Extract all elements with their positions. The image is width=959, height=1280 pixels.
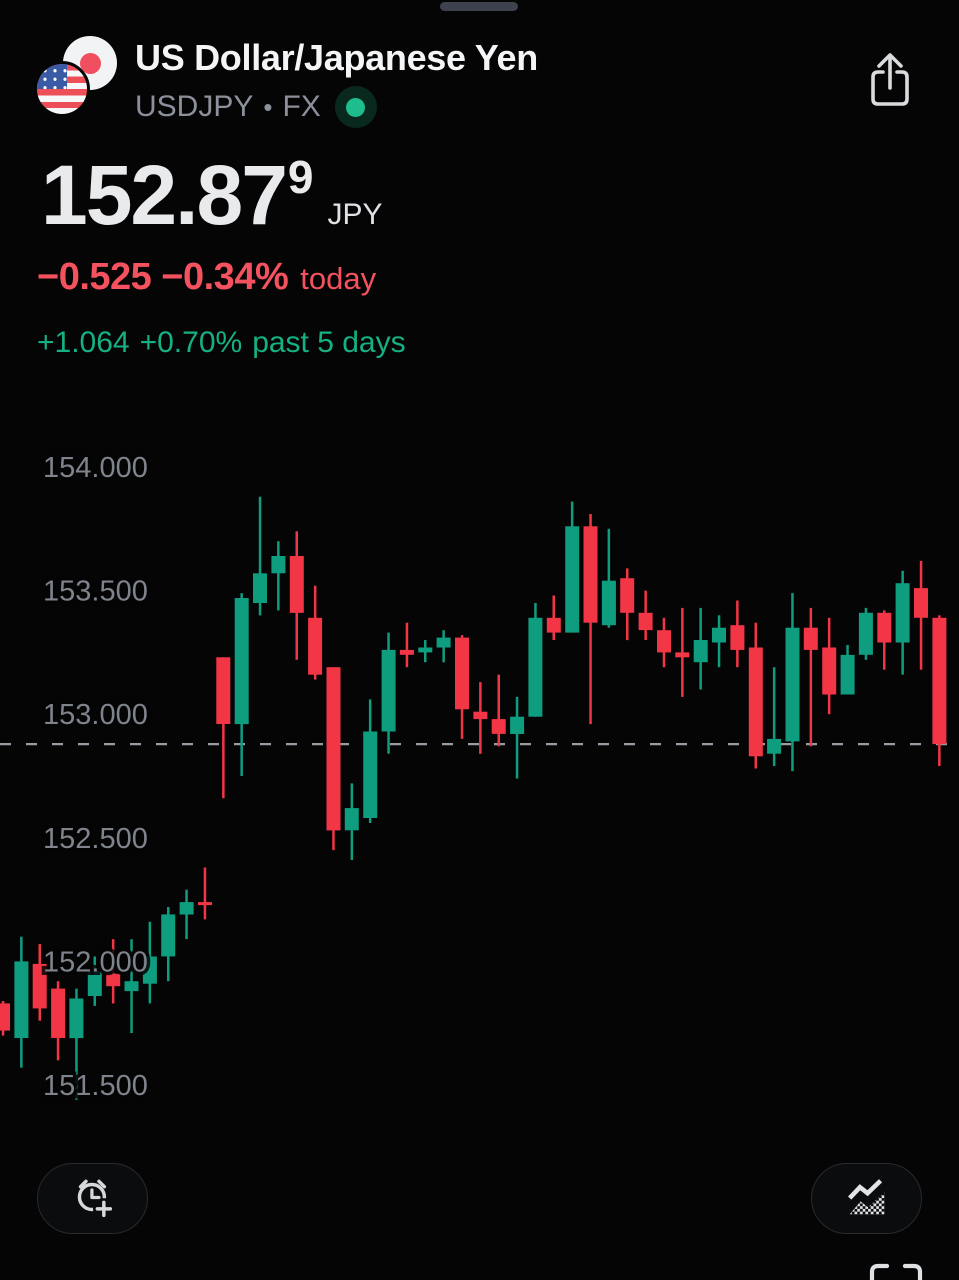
candle (271, 541, 286, 611)
candle (142, 921, 157, 1004)
candle (69, 988, 84, 1100)
change-5d-label: past 5 days (252, 326, 406, 359)
separator-dot: • (263, 91, 273, 122)
candle (895, 570, 910, 675)
candle (638, 590, 653, 640)
candle (858, 607, 873, 660)
add-alert-button[interactable] (37, 1163, 148, 1234)
candle (455, 635, 469, 739)
candle (565, 501, 580, 633)
candle (914, 560, 928, 670)
candle (363, 699, 378, 823)
candle (491, 674, 506, 747)
candle (51, 981, 66, 1061)
symbol-logo (34, 36, 117, 117)
candle (528, 603, 543, 717)
sheet-drag-handle[interactable] (440, 2, 518, 11)
candle (124, 939, 139, 1034)
candle (344, 783, 359, 860)
chart-style-button[interactable] (811, 1163, 922, 1234)
price-fractional-pip: 9 (287, 151, 314, 203)
header-title-block: US Dollar/Japanese Yen USDJPY • FX (135, 38, 538, 128)
candle (620, 568, 635, 641)
candle (308, 585, 323, 680)
candlestick-chart[interactable]: 154.000 153.500 153.000 152.500 152.000 151.5… (0, 420, 959, 1120)
candle (14, 936, 29, 1068)
y-axis-label: 154.000 (43, 452, 148, 484)
candle (767, 667, 782, 767)
candle (253, 496, 267, 616)
symbol-subtitle: USDJPY • FX (135, 86, 538, 128)
current-price: 152.87 9 JPY (41, 148, 383, 242)
candle (601, 528, 616, 628)
us-flag-icon (34, 61, 90, 117)
y-axis-label: 151.500 (43, 1070, 148, 1102)
candle (932, 615, 947, 767)
candle (712, 615, 726, 668)
candle (216, 657, 231, 799)
candle (510, 696, 525, 779)
change-today-label: today (300, 261, 377, 296)
candle (583, 514, 598, 725)
candle (32, 944, 47, 1021)
candle (179, 889, 194, 940)
change-5d-value: +1.064 (37, 326, 130, 359)
candle (822, 617, 837, 715)
candle (748, 622, 763, 769)
candle (473, 682, 488, 754)
share-button[interactable] (862, 44, 918, 110)
chart-style-icon (841, 1171, 893, 1226)
candle (730, 600, 745, 668)
candle (418, 640, 433, 663)
change-today-value: −0.525 (37, 256, 152, 298)
candle (289, 531, 304, 660)
candle (693, 607, 708, 690)
change-5-days: +1.064 +0.70% past 5 days (37, 326, 406, 360)
change-today: −0.525 −0.34% today (37, 256, 376, 299)
y-axis-label: 153.500 (43, 576, 148, 608)
change-today-percent: −0.34% (161, 256, 289, 298)
symbol-ticker: USDJPY (135, 90, 254, 123)
fullscreen-icon[interactable] (864, 1258, 928, 1280)
price-value: 152.87 (41, 148, 288, 242)
candle (106, 939, 121, 1004)
share-icon (862, 53, 918, 113)
y-axis-label: 153.000 (43, 699, 148, 731)
candle (326, 667, 341, 851)
exchange-label: FX (282, 90, 321, 123)
candle (840, 645, 855, 695)
candle (161, 907, 176, 982)
candle (785, 593, 800, 772)
candle (0, 1001, 10, 1036)
candle (436, 630, 451, 663)
candle (657, 617, 671, 668)
price-currency: JPY (327, 198, 383, 231)
alarm-plus-icon (67, 1171, 119, 1226)
candle (803, 607, 818, 747)
candle (234, 593, 249, 776)
market-open-dot (334, 86, 377, 128)
change-5d-percent: +0.70% (139, 326, 243, 359)
candle (381, 632, 396, 754)
y-axis-label: 152.500 (43, 823, 148, 855)
candle (546, 595, 561, 640)
y-axis-label: 152.000 (43, 946, 148, 978)
candle (198, 867, 212, 920)
candle (87, 956, 102, 1006)
candle (877, 610, 892, 670)
page-title: US Dollar/Japanese Yen (135, 37, 538, 78)
candle (399, 622, 414, 668)
candle (675, 607, 690, 697)
